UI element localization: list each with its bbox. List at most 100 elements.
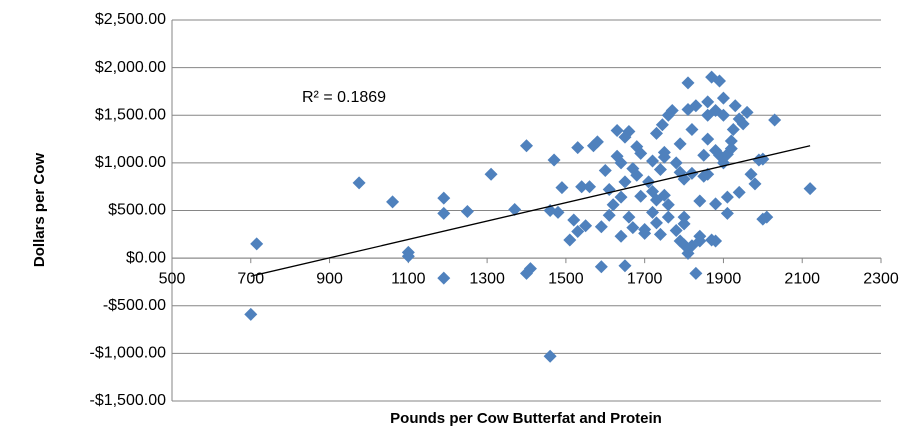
trendline <box>250 145 811 277</box>
point <box>508 203 522 217</box>
point <box>401 249 415 263</box>
x-tick-label: 1500 <box>548 270 584 287</box>
point <box>638 223 652 237</box>
y-tick-label: $0.00 <box>126 249 166 266</box>
point <box>575 180 589 194</box>
point <box>614 190 628 204</box>
point <box>571 141 585 155</box>
x-tick-label: 1300 <box>469 270 505 287</box>
point <box>720 190 734 204</box>
point <box>642 175 656 189</box>
y-tick-label: -$1,500.00 <box>89 392 166 409</box>
point <box>653 227 667 241</box>
y-tick-label: $1,500.00 <box>95 106 166 123</box>
x-tick-label: 2300 <box>863 270 899 287</box>
x-tick-label: 500 <box>159 270 186 287</box>
point <box>594 260 608 274</box>
point <box>716 91 730 105</box>
y-tick-label: $1,000.00 <box>95 154 166 171</box>
point <box>709 234 723 248</box>
point <box>726 123 740 137</box>
point <box>689 266 703 280</box>
point <box>720 206 734 220</box>
point <box>728 99 742 113</box>
point <box>744 167 758 181</box>
point <box>618 259 632 273</box>
point <box>602 208 616 222</box>
point <box>724 142 738 156</box>
point <box>653 163 667 177</box>
point <box>669 224 683 238</box>
point <box>748 177 762 191</box>
point <box>681 76 695 90</box>
point <box>677 217 691 231</box>
point <box>736 117 750 131</box>
point <box>626 221 640 235</box>
point <box>622 210 636 224</box>
point <box>661 210 675 224</box>
point <box>646 205 660 219</box>
point <box>618 175 632 189</box>
x-tick-label: 1100 <box>391 270 426 287</box>
point <box>547 153 561 167</box>
point <box>701 167 715 181</box>
x-tick-label: 700 <box>237 270 264 287</box>
point <box>803 182 817 196</box>
point <box>590 135 604 149</box>
point <box>571 224 585 238</box>
point <box>768 113 782 127</box>
annotation: R² = 0.1869 <box>302 89 386 106</box>
point <box>250 237 264 251</box>
point <box>689 99 703 113</box>
x-tick-label: 2100 <box>784 270 820 287</box>
point <box>697 148 711 162</box>
x-tick-label: 900 <box>316 270 343 287</box>
point <box>594 220 608 234</box>
point <box>614 156 628 170</box>
point <box>732 185 746 199</box>
point <box>685 123 699 137</box>
point <box>622 124 636 138</box>
point <box>693 234 707 248</box>
point <box>657 150 671 164</box>
point <box>437 271 451 285</box>
y-tick-label: $2,000.00 <box>95 59 166 76</box>
point <box>716 108 730 122</box>
point <box>701 132 715 146</box>
point <box>677 210 691 224</box>
point <box>579 219 593 233</box>
point <box>701 95 715 109</box>
point <box>244 307 258 321</box>
point <box>665 103 679 117</box>
point <box>646 154 660 168</box>
y-axis-title: Dollars per Cow <box>31 153 48 268</box>
point <box>551 205 565 219</box>
point <box>484 167 498 181</box>
point <box>709 197 723 211</box>
y-tick-label: $2,500.00 <box>95 11 166 28</box>
x-tick-label: 1900 <box>706 270 742 287</box>
point <box>543 349 557 363</box>
point <box>740 105 754 119</box>
point <box>634 189 648 203</box>
point <box>610 123 624 137</box>
point <box>634 146 648 160</box>
point <box>630 168 644 182</box>
point <box>460 204 474 218</box>
point <box>437 206 451 220</box>
point <box>760 210 774 224</box>
point <box>523 262 537 276</box>
point <box>386 195 400 209</box>
point <box>669 156 683 170</box>
point <box>649 126 663 140</box>
point <box>661 198 675 212</box>
point <box>713 74 727 88</box>
y-tick-label: $500.00 <box>108 202 166 219</box>
point <box>583 180 597 194</box>
point <box>657 188 671 202</box>
point <box>693 194 707 208</box>
point <box>520 139 533 153</box>
y-tick-label: -$500.00 <box>103 297 166 314</box>
point <box>614 229 628 243</box>
